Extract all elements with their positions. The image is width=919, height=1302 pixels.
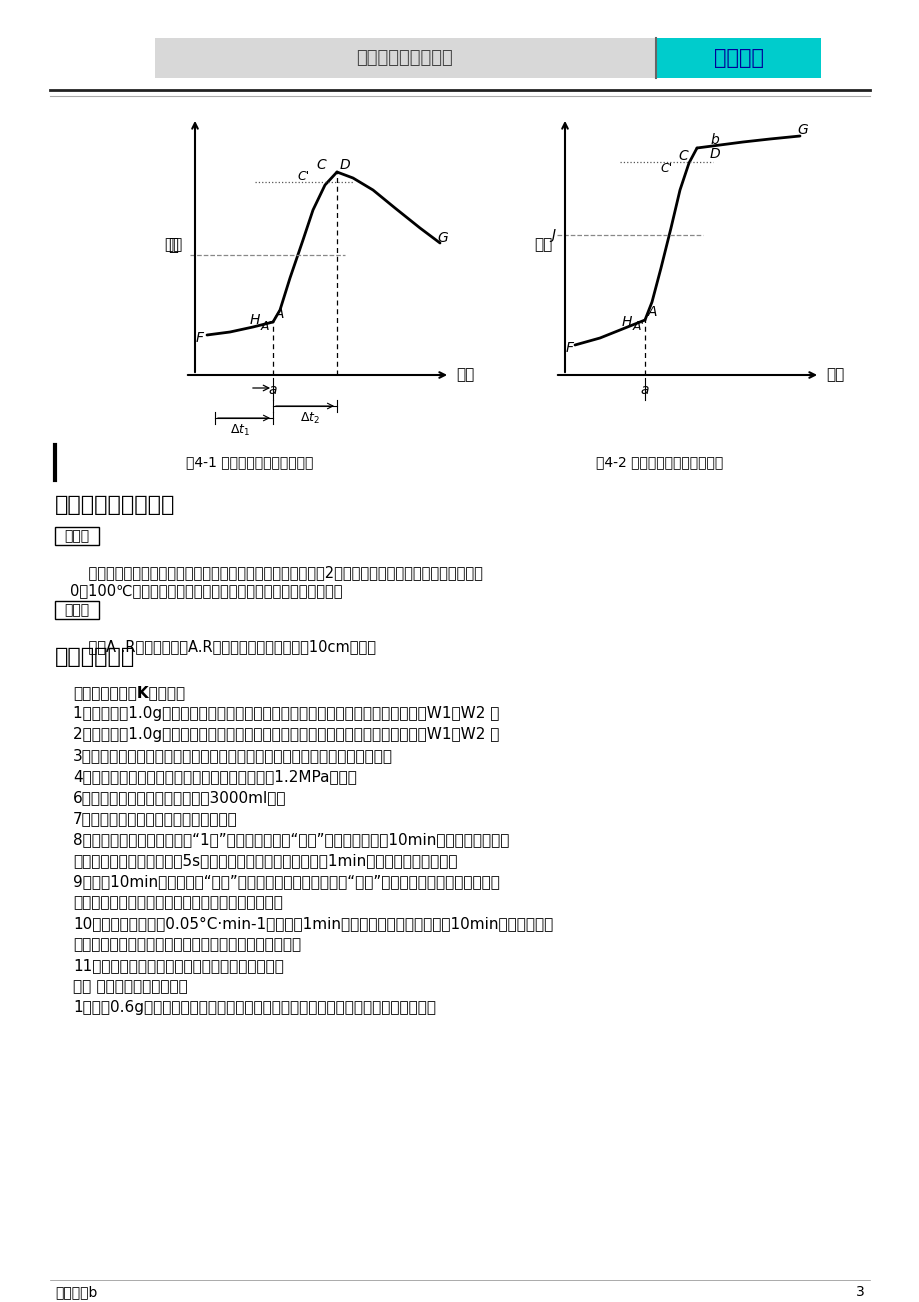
Text: $\Delta t_2$: $\Delta t_2$ — [300, 410, 320, 426]
Text: H: H — [250, 312, 260, 327]
Text: 8、接好电路，计时开关指向“1分”，点火开关到向“振动”，开启电源。约10min后，若温度变化均: 8、接好电路，计时开关指向“1分”，点火开关到向“振动”，开启电源。约10min… — [73, 832, 509, 848]
Text: 【实验仪器与药品】: 【实验仪器与药品】 — [55, 495, 176, 516]
Text: 页: 页 — [168, 236, 177, 254]
Bar — [55, 602, 99, 618]
Text: 页眉页脚可一键删除: 页眉页脚可一键删除 — [357, 49, 453, 66]
Text: b: b — [709, 133, 719, 147]
Text: 【实验步骤】: 【实验步骤】 — [55, 647, 135, 667]
Text: 匀，开始读取温度。读数前5s振动器自动振振，两次振动间隔1min，每次振动结束读数。: 匀，开始读取温度。读数前5s振动器自动振振，两次振动间隔1min，每次振动结束读… — [73, 853, 457, 868]
Text: 温度: 温度 — [164, 237, 182, 253]
Text: 二、 萸的恒容燃烧热的测定: 二、 萸的恒容燃烧热的测定 — [73, 979, 187, 993]
Text: 2、苯甲酸约1.0g，压片，中部系一已知质量棉线，称取洁净崩埚放置样片前后质量W1和W2 。: 2、苯甲酸约1.0g，压片，中部系一已知质量棉线，称取洁净崩埚放置样片前后质量W… — [73, 727, 499, 742]
Bar — [154, 38, 654, 78]
Text: 11、称量剩余点火丝质量。清洗氧弹内部及崩埚。: 11、称量剩余点火丝质量。清洗氧弹内部及崩埚。 — [73, 958, 284, 973]
Text: C': C' — [660, 161, 673, 174]
Text: 萸（A .R）；苯甲酸（A.R或燃烧热专用）；铁丝（10cm长）；: 萸（A .R）；苯甲酸（A.R或燃烧热专用）；铁丝（10cm长）； — [70, 639, 376, 654]
Text: 教辅工具b: 教辅工具b — [55, 1285, 97, 1299]
Bar — [655, 38, 820, 78]
Text: 6、把氧弹放入量热容器中，加入3000ml水。: 6、把氧弹放入量热容器中，加入3000ml水。 — [73, 790, 286, 805]
Text: G: G — [437, 230, 448, 245]
Text: 7、插入数显贝克曼温度计的温度探头。: 7、插入数显贝克曼温度计的温度探头。 — [73, 811, 237, 825]
Text: 外槽恒温式氧弹卡计（一个）；氧气钓瓶（一瓶）；压片机（2台）；数字式贝克曼温度计（一台）；: 外槽恒温式氧弹卡计（一个）；氧气钓瓶（一瓶）；压片机（2台）；数字式贝克曼温度计… — [70, 565, 482, 579]
Text: A: A — [647, 305, 656, 319]
Text: G: G — [797, 122, 808, 137]
Text: 一、量热计常数K的测定。: 一、量热计常数K的测定。 — [73, 685, 185, 700]
Text: 图4-1 维热较差时的雷诺校正图: 图4-1 维热较差时的雷诺校正图 — [187, 454, 313, 469]
Text: C: C — [677, 148, 687, 163]
Text: a: a — [268, 383, 277, 397]
Text: 3、把盛有苯甲酸片的崩埚放于氧弹内的崩埚架上，连接好点火丝和助燃棉线。: 3、把盛有苯甲酸片的崩埚放于氧弹内的崩埚架上，连接好点火丝和助燃棉线。 — [73, 749, 392, 763]
Text: a: a — [640, 383, 649, 397]
Text: C': C' — [298, 169, 310, 182]
Text: 时间: 时间 — [456, 367, 473, 383]
Text: F: F — [565, 341, 573, 355]
Text: 图4-2 维热良好时的雷诺校正图: 图4-2 维热良好时的雷诺校正图 — [596, 454, 723, 469]
Text: J: J — [550, 228, 554, 242]
Text: $\Delta t_1$: $\Delta t_1$ — [230, 422, 250, 437]
Text: 4、盖好氧弹，与减压阀相连，充气到弹内压力为1.2MPa为止。: 4、盖好氧弹，与减压阀相连，充气到弹内压力为1.2MPa为止。 — [73, 769, 357, 784]
Text: 9、在第10min读数后按下“点火”开关，同时将计时开关倒向“半分”，点火指示灯亮。加大点火电: 9、在第10min读数后按下“点火”开关，同时将计时开关倒向“半分”，点火指示灯… — [73, 874, 499, 889]
Text: 10、温度变化率降为0.05°C·min-1后，改为1min计时，在记录温度读数至少10min，关闭电源。: 10、温度变化率降为0.05°C·min-1后，改为1min计时，在记录温度读数… — [73, 917, 552, 931]
Text: C: C — [316, 158, 325, 172]
Text: 药品：: 药品： — [64, 603, 89, 617]
Text: D: D — [339, 158, 350, 172]
Text: A': A' — [261, 320, 273, 333]
Text: 1、苯甲酸一1.0g，压片，中部系一已知质量棉线，称取洁净崩埚放置样片前后质量W1和W2 。: 1、苯甲酸一1.0g，压片，中部系一已知质量棉线，称取洁净崩埚放置样片前后质量W… — [73, 706, 499, 721]
Text: 1、取萸0.6g压片，重复上述步骤进行实验，记录燃烧过程中温度随时间变化的数据。: 1、取萸0.6g压片，重复上述步骤进行实验，记录燃烧过程中温度随时间变化的数据。 — [73, 1000, 436, 1016]
Text: A': A' — [632, 319, 644, 332]
Text: 3: 3 — [856, 1285, 864, 1299]
Text: A: A — [274, 307, 283, 322]
Text: 仅供参考: 仅供参考 — [713, 48, 763, 68]
Text: 仪器：: 仪器： — [64, 529, 89, 543]
Text: 温度: 温度 — [533, 237, 551, 253]
Text: F: F — [196, 331, 204, 345]
Text: 流使点火指示灯息灯，样品燃烧。灯灯时读取温度。: 流使点火指示灯息灯，样品燃烧。灯灯时读取温度。 — [73, 894, 282, 910]
Text: 0～100℃温度计（一支）；万用电表（一个）；扬手（一把）；: 0～100℃温度计（一支）；万用电表（一个）；扬手（一把）； — [70, 583, 342, 598]
Text: 先取出贝克曼温度计，再取氧弹，旋松放气口排除废气。: 先取出贝克曼温度计，再取氧弹，旋松放气口排除废气。 — [73, 937, 301, 952]
Text: D: D — [709, 147, 720, 161]
Text: 时间: 时间 — [825, 367, 844, 383]
Bar — [55, 527, 99, 546]
Text: H: H — [621, 315, 631, 329]
